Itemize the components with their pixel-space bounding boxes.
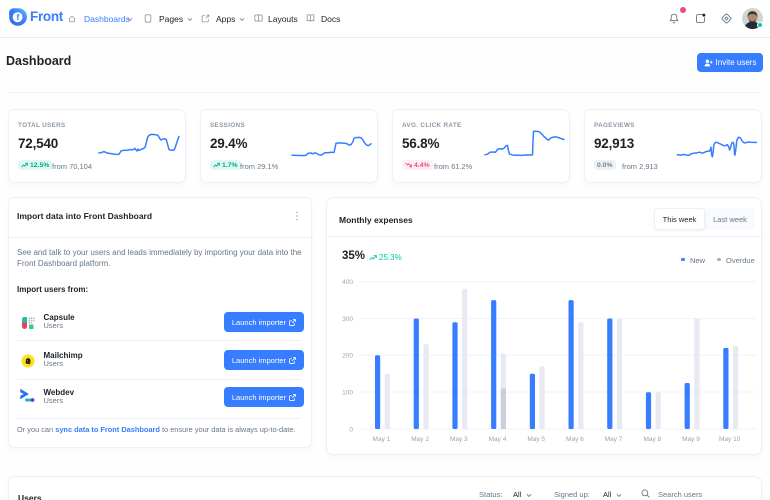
svg-text:May 2: May 2 (411, 436, 429, 443)
svg-text:May 6: May 6 (566, 436, 584, 443)
svg-text:May 1: May 1 (373, 436, 391, 443)
svg-text:May 8: May 8 (643, 436, 661, 443)
svg-text:f: f (16, 12, 19, 22)
svg-text:May 3: May 3 (450, 436, 468, 443)
svg-text:200: 200 (342, 353, 353, 360)
svg-text:400: 400 (342, 279, 353, 286)
svg-text:0: 0 (349, 427, 353, 434)
svg-text:May 7: May 7 (605, 436, 623, 443)
svg-text:May 4: May 4 (489, 436, 507, 443)
svg-text:300: 300 (342, 316, 353, 323)
svg-text:May 5: May 5 (527, 436, 545, 443)
svg-text:100: 100 (342, 390, 353, 397)
svg-text:May 10: May 10 (719, 436, 741, 443)
svg-text:May 9: May 9 (682, 436, 700, 443)
